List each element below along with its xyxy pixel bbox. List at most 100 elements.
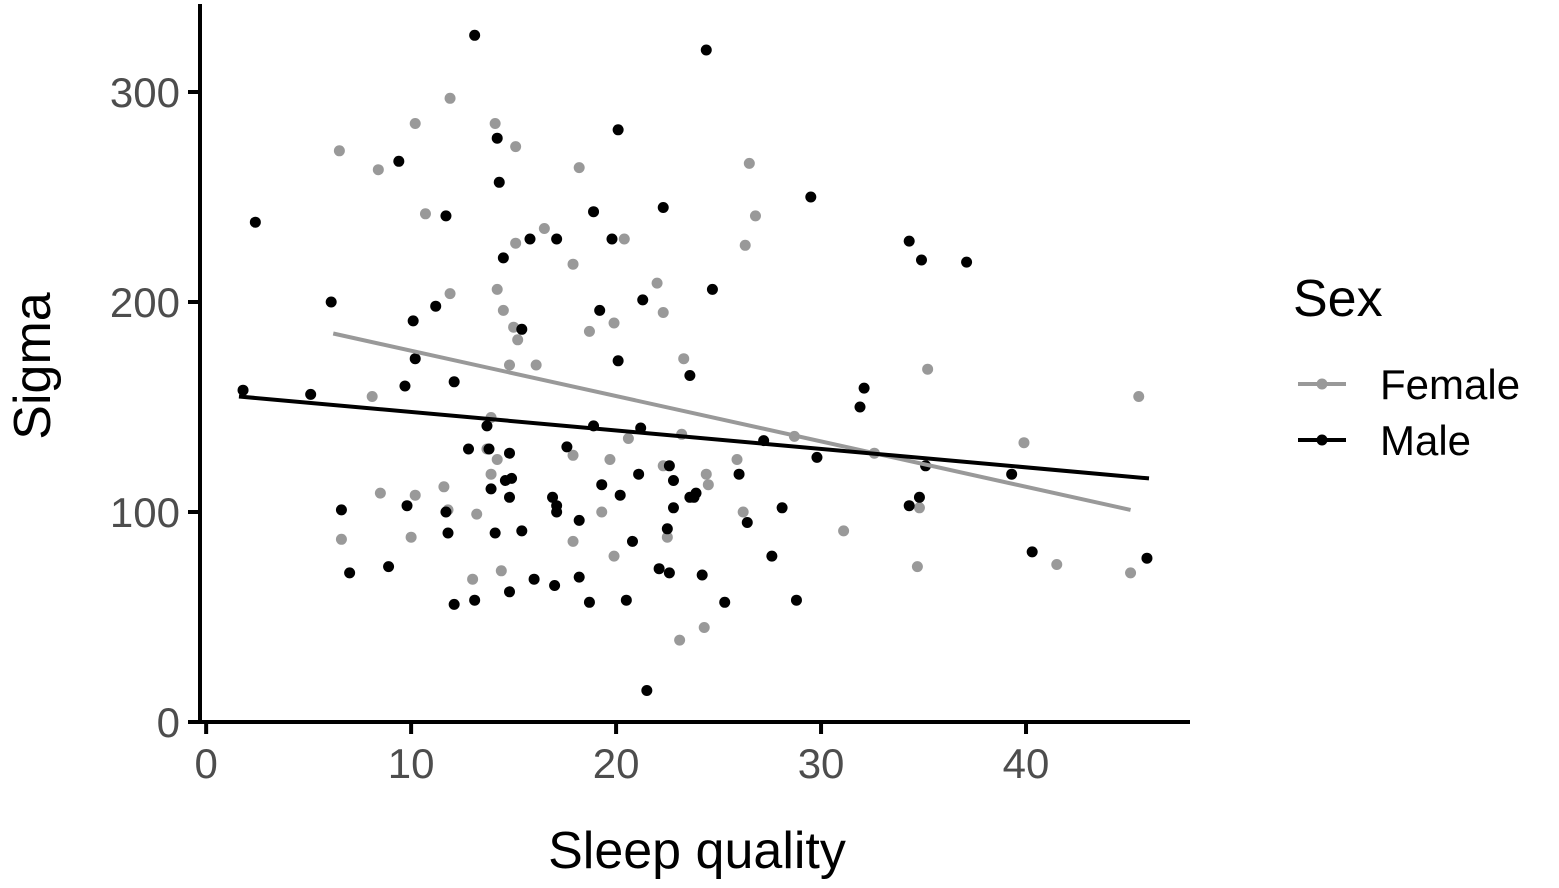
data-point-male <box>325 296 337 308</box>
data-point-female <box>467 573 479 585</box>
data-point-male <box>790 594 802 606</box>
y-tick-label: 200 <box>110 279 180 326</box>
data-point-male <box>1006 468 1018 480</box>
data-point-female <box>838 525 850 537</box>
data-point-female <box>596 506 608 518</box>
data-point-female <box>604 454 616 465</box>
data-point-male <box>481 420 493 432</box>
data-point-male <box>463 443 475 455</box>
data-point-male <box>440 210 452 222</box>
data-point-male <box>626 535 638 547</box>
data-point-female <box>737 506 749 518</box>
data-point-male <box>493 176 505 188</box>
data-point-male <box>719 596 731 608</box>
data-point-male <box>612 124 624 136</box>
data-point-female <box>739 239 751 251</box>
x-tick-label: 30 <box>798 740 845 787</box>
data-point-male <box>696 569 708 581</box>
data-point-male <box>854 401 866 413</box>
data-point-female <box>409 118 421 129</box>
data-point-male <box>1026 546 1038 558</box>
data-point-male <box>573 514 585 526</box>
data-point-male <box>667 475 679 486</box>
data-point-male <box>766 550 778 562</box>
data-point-male <box>903 500 915 512</box>
data-point-male <box>612 355 624 367</box>
data-point-female <box>485 468 497 480</box>
data-point-female <box>922 363 934 375</box>
data-point-female <box>1133 391 1145 402</box>
data-point-male <box>733 468 745 480</box>
data-point-female <box>538 223 550 234</box>
data-point-male <box>706 283 718 295</box>
data-point-male <box>633 468 645 480</box>
data-point-female <box>409 489 421 501</box>
y-axis-ticks: 0 100 200 300 <box>110 69 200 746</box>
fit-line-male <box>238 394 1150 481</box>
data-point-male <box>620 594 632 606</box>
data-point-female <box>489 118 501 129</box>
data-point-female <box>618 233 630 245</box>
data-point-female <box>702 479 714 491</box>
data-point-male <box>344 567 356 579</box>
y-tick-label: 0 <box>157 699 180 746</box>
data-point-female <box>731 454 743 465</box>
legend-label: Female <box>1380 361 1520 408</box>
data-point-female <box>471 508 483 520</box>
data-point-male <box>469 29 481 41</box>
data-point-male <box>399 380 411 392</box>
x-tick-label: 10 <box>388 740 435 787</box>
data-point-male <box>637 294 649 306</box>
x-axis-ticks: 0 10 20 30 40 <box>194 722 1049 787</box>
data-point-male <box>903 235 915 247</box>
data-point-male <box>407 315 419 327</box>
data-point-male <box>485 483 497 495</box>
data-point-female <box>661 531 673 543</box>
data-point-male <box>1141 552 1153 564</box>
data-point-male <box>684 370 696 381</box>
data-point-male <box>663 567 675 579</box>
fit-line-female <box>332 331 1131 512</box>
data-point-male <box>684 491 696 503</box>
data-point-female <box>700 468 712 480</box>
data-point-male <box>335 504 347 516</box>
data-point-male <box>524 233 536 245</box>
legend-item-male: Male <box>1298 417 1471 464</box>
data-point-male <box>469 594 481 606</box>
plot-area <box>237 29 1153 696</box>
data-point-male <box>594 304 606 316</box>
data-point-male <box>504 447 516 459</box>
data-point-male <box>858 382 870 394</box>
data-point-male <box>483 443 495 455</box>
data-point-male <box>448 376 460 388</box>
data-point-female <box>491 454 503 465</box>
data-point-male <box>606 233 618 245</box>
x-tick-label: 20 <box>593 740 640 787</box>
data-point-female <box>530 359 542 371</box>
data-point-female <box>512 334 524 346</box>
data-point-male <box>401 500 413 512</box>
data-point-female <box>335 533 347 545</box>
data-point-female <box>333 145 345 157</box>
data-point-female <box>674 634 686 646</box>
y-axis-title: Sigma <box>4 292 62 439</box>
data-point-female <box>657 307 669 318</box>
data-point-female <box>419 208 431 220</box>
data-point-female <box>567 258 579 270</box>
data-point-female <box>651 277 663 289</box>
data-point-male <box>237 384 249 396</box>
data-point-female <box>911 561 923 573</box>
data-point-male <box>961 256 973 268</box>
legend-items: Female Male <box>1298 361 1520 464</box>
data-point-male <box>653 563 665 575</box>
data-point-female <box>510 237 522 249</box>
data-point-male <box>383 561 395 573</box>
data-point-male <box>657 202 669 213</box>
data-point-male <box>547 491 559 503</box>
data-point-male <box>915 254 927 266</box>
data-point-male <box>667 502 679 514</box>
data-point-male <box>393 155 405 167</box>
data-point-female <box>1125 567 1137 579</box>
data-point-female <box>573 162 585 174</box>
data-point-male <box>573 571 585 583</box>
